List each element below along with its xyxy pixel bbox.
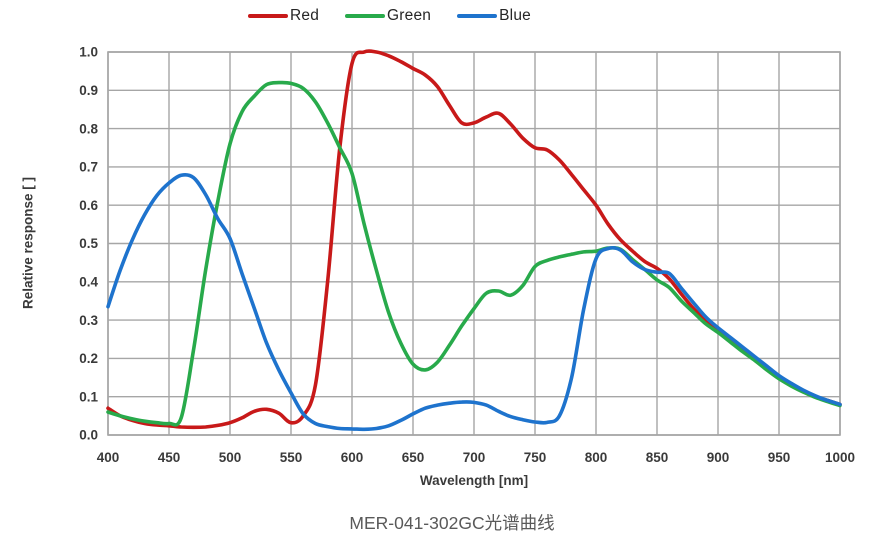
x-tick-label: 750 <box>524 450 547 465</box>
x-tick-label: 800 <box>585 450 608 465</box>
plot-border <box>107 51 841 436</box>
series-line-green <box>106 80 842 427</box>
legend-item-blue: Blue <box>457 7 531 25</box>
y-tick-label: 0.8 <box>79 121 98 136</box>
y-axis-title: Relative response [ ] <box>20 176 36 310</box>
x-tick-label: 850 <box>646 450 669 465</box>
x-tick-label: 500 <box>219 450 242 465</box>
y-tick-label: 0.7 <box>79 160 98 175</box>
series-line-blue <box>106 172 842 432</box>
legend-item-green: Green <box>345 7 431 25</box>
x-axis-title: Wavelength [nm] <box>419 473 529 488</box>
x-tick-label: 450 <box>158 450 181 465</box>
y-tick-label: 0.4 <box>79 275 98 290</box>
x-tick-label: 950 <box>768 450 791 465</box>
y-tick-label: 0.5 <box>79 236 98 251</box>
x-tick-label: 700 <box>463 450 486 465</box>
y-tick-label: 1.0 <box>79 45 98 60</box>
chart-caption: MER-041-302GC光谱曲线 <box>349 513 555 533</box>
x-tick-label: 550 <box>280 450 303 465</box>
legend-line-blue-swatch <box>457 13 498 19</box>
legend-item-red: Red <box>248 7 319 25</box>
y-tick-label: 0.1 <box>79 389 98 404</box>
legend-label-green: Green <box>387 7 432 24</box>
x-tick-label: 650 <box>402 450 425 465</box>
chart-legend: Red Green Blue <box>248 7 531 25</box>
y-tick-label: 0.2 <box>79 351 98 366</box>
x-tick-label: 400 <box>97 450 120 465</box>
x-tick-label: 600 <box>341 450 364 465</box>
y-tick-label: 0.9 <box>79 83 98 98</box>
legend-label-red: Red <box>290 7 320 24</box>
legend-line-red-swatch <box>248 13 288 19</box>
y-tick-label: 0.6 <box>79 198 98 213</box>
y-tick-label: 0.0 <box>79 428 98 443</box>
legend-label-blue: Blue <box>499 7 531 24</box>
x-tick-label: 1000 <box>825 450 855 465</box>
y-tick-label: 0.3 <box>79 313 98 328</box>
x-tick-label: 900 <box>707 450 730 465</box>
legend-line-green-swatch <box>345 13 386 19</box>
